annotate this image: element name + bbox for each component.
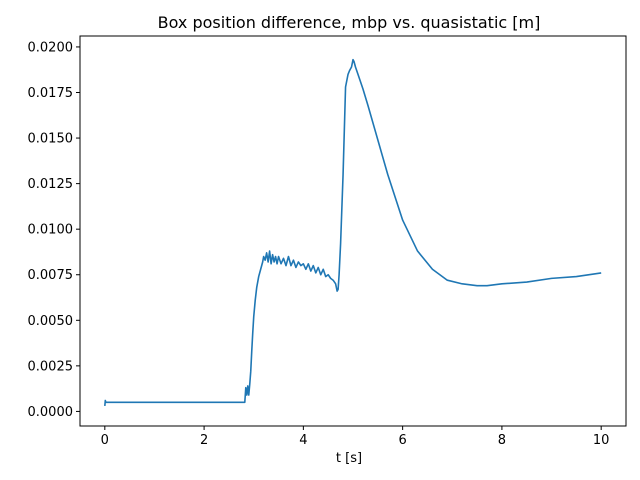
chart-title: Box position difference, mbp vs. quasist…	[158, 13, 541, 32]
x-tick-label: 4	[299, 433, 307, 448]
y-tick-label: 0.0175	[28, 86, 74, 101]
y-axis: 0.0000 0.0025 0.0050 0.0075 0.0100 0.0125 0.01…	[28, 40, 80, 420]
y-tick-label: 0.0200	[28, 40, 74, 55]
y-tick-label: 0.0125	[28, 177, 74, 192]
axes-frame	[79, 35, 627, 427]
y-tick-label: 0.0050	[28, 314, 74, 329]
series-line-0	[104, 58, 602, 407]
y-tick-label: 0.0075	[28, 268, 74, 283]
y-tick-label: 0.0025	[28, 359, 74, 374]
y-tick-label: 0.0150	[28, 132, 74, 147]
x-axis: 0 2 4 6 8 10	[101, 426, 610, 448]
y-tick-label: 0.0000	[28, 405, 74, 420]
y-tick-label: 0.0100	[28, 223, 74, 238]
x-tick-label: 8	[498, 433, 506, 448]
x-axis-label: t [s]	[336, 451, 362, 466]
x-tick-label: 2	[200, 433, 208, 448]
x-tick-label: 10	[593, 433, 610, 448]
plot-area	[79, 35, 627, 427]
x-tick-label: 6	[398, 433, 406, 448]
x-tick-label: 0	[101, 433, 109, 448]
